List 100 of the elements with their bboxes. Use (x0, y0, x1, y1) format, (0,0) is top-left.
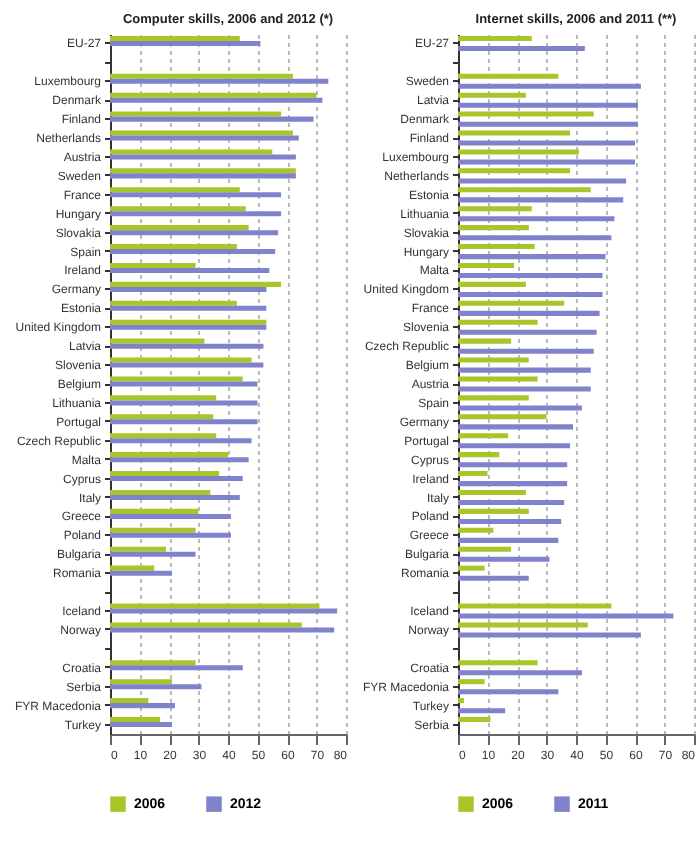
bar (110, 608, 338, 614)
bar (458, 300, 565, 306)
bar (458, 262, 515, 268)
bar (458, 348, 594, 354)
bar (458, 395, 529, 401)
bar (458, 291, 603, 297)
bar (110, 111, 282, 117)
bar (110, 532, 231, 538)
bar (458, 670, 582, 676)
bar (458, 481, 568, 487)
bar (458, 565, 485, 571)
bar (110, 225, 249, 231)
bar (110, 570, 172, 576)
bar (458, 206, 532, 212)
bar (110, 97, 323, 103)
bar (458, 452, 500, 458)
bar (110, 92, 317, 98)
bar (458, 254, 606, 260)
bar (458, 338, 512, 344)
bar (110, 249, 276, 255)
bar (110, 73, 293, 79)
bar (110, 35, 240, 41)
bar (110, 433, 217, 439)
bar (110, 267, 270, 274)
bar (458, 216, 615, 222)
bar (458, 159, 635, 165)
bar (110, 508, 199, 514)
bar (110, 116, 314, 122)
bar (110, 684, 202, 690)
bar (110, 546, 167, 552)
bar (458, 698, 464, 704)
bar (458, 310, 600, 316)
bar (110, 78, 329, 84)
bar (110, 206, 246, 212)
bar (458, 319, 538, 325)
bar (110, 324, 267, 330)
bar (458, 500, 565, 506)
bar (110, 722, 172, 728)
bar (110, 281, 282, 287)
bar (110, 414, 214, 420)
bar (458, 556, 550, 562)
bar (110, 627, 335, 633)
bar (458, 168, 571, 174)
bar (458, 73, 559, 79)
bar (458, 443, 571, 449)
bar (110, 395, 217, 401)
bar (110, 319, 267, 325)
bar (458, 45, 585, 52)
bar (110, 471, 220, 477)
bar (458, 471, 488, 477)
bar (458, 433, 509, 439)
bar (110, 603, 320, 609)
bar (110, 244, 237, 250)
bar (458, 178, 627, 184)
bar (458, 281, 526, 287)
bar (458, 357, 529, 363)
bar (458, 708, 506, 714)
bar (110, 149, 273, 155)
bar (458, 92, 526, 98)
bar (458, 716, 491, 723)
bar (458, 527, 494, 533)
bar (110, 551, 196, 557)
bar (458, 462, 568, 468)
bar (458, 367, 591, 373)
bar (458, 613, 674, 619)
bar (458, 414, 547, 420)
bar (110, 679, 172, 685)
bar (458, 603, 612, 609)
bar (458, 130, 571, 136)
bar (110, 527, 196, 533)
bar (110, 262, 196, 268)
bar (110, 154, 296, 160)
bar (458, 489, 526, 495)
bar (458, 508, 529, 514)
bar (110, 376, 243, 382)
bar (458, 424, 574, 430)
bar (110, 230, 279, 236)
bar (110, 665, 243, 671)
bar (458, 329, 597, 335)
bar (110, 494, 240, 501)
bar (110, 187, 240, 193)
bar (110, 457, 249, 463)
bar (458, 225, 529, 231)
bar (458, 405, 582, 411)
bar (458, 386, 591, 392)
bar (458, 273, 603, 279)
bar (110, 622, 302, 628)
bar (110, 716, 161, 723)
bar (110, 660, 196, 666)
bar (458, 546, 512, 552)
bar (110, 305, 267, 311)
bar (458, 575, 529, 581)
bar (458, 518, 562, 524)
bar (110, 211, 282, 217)
bar (458, 632, 641, 638)
bar (458, 83, 641, 89)
bar (110, 476, 243, 482)
bar (110, 40, 261, 46)
bar (458, 111, 594, 117)
bar (458, 140, 635, 146)
